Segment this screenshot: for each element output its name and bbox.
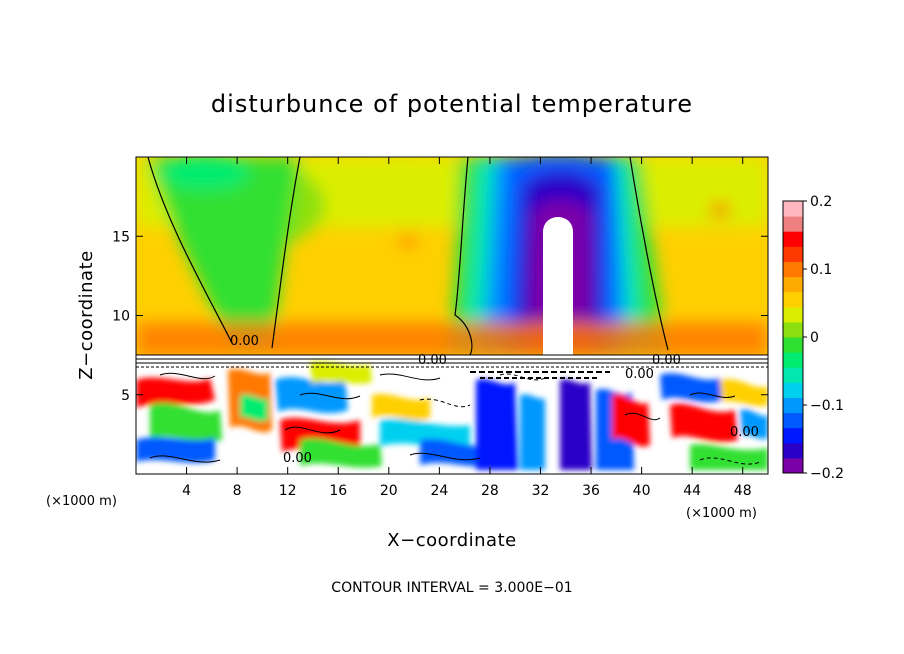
colorbar-ticks: −0.2 −0.1 0 0.1 0.2 [803,194,844,482]
colorbar-swatch [783,397,803,414]
zero-contour-line [147,157,233,344]
x-tick-label: 8 [233,483,242,499]
contour-label: 0.00 [652,353,681,368]
zero-contours [147,157,669,356]
x-axis-label: X−coordinate [387,530,516,551]
contour-labels: 0.00 0.00 0.00 0.00 0.00 0.00 [230,334,759,466]
x-tick-label: 4 [182,483,191,499]
green-trough-core [160,157,250,190]
turbulent-patch [476,378,518,470]
turbulent-patch [612,394,650,447]
lower-layer-field [136,361,768,470]
x-tick-label: 48 [734,483,752,499]
contour-line [284,426,341,434]
colorbar [783,201,803,474]
colorbar-swatch [783,412,803,429]
x-tick-label: 36 [582,483,600,499]
turbulent-patch [275,377,348,414]
colorbar-swatch [783,246,803,262]
turbulent-patch [690,443,768,470]
z-axis-unit: (×1000 m) [46,494,117,509]
x-tick-label: 28 [481,483,499,499]
colorbar-tick-label: 0.1 [810,262,832,278]
plot-area [136,157,768,474]
z-tick-label: 15 [112,229,130,245]
z-tick-label: 10 [112,309,130,325]
contour-label: 0.00 [730,425,759,440]
colorbar-swatch [783,382,803,398]
colorbar-swatch [783,427,803,444]
x-axis-ticks: 4 8 12 16 20 24 28 32 36 40 44 48 [182,157,752,499]
contour-line [699,457,761,465]
z-axis-ticks: 5 10 15 [112,229,768,404]
x-tick-label: 12 [279,483,297,499]
zero-contour-line [454,157,473,356]
x-tick-label: 32 [532,483,550,499]
turbulent-patch [150,402,222,443]
turbulent-patch [670,403,738,443]
colorbar-swatch [783,367,803,383]
contour-line [159,372,216,380]
colorbar-swatch [783,276,803,293]
contour-interval-note: CONTOUR INTERVAL = 3.000E−01 [331,580,572,596]
turbulent-patch [560,379,592,470]
turbulent-patch [136,437,215,463]
contour-line [379,373,441,381]
colorbar-swatch [783,261,803,278]
green-trough [148,157,300,348]
turbulent-patch [300,438,382,468]
interface-layers [136,354,768,379]
colorbar-swatch [783,321,803,338]
turbulent-patch [372,393,430,420]
turbulent-patch [136,377,215,408]
chart-title: disturbunce of potential temperature [211,90,693,118]
contour-line [299,392,361,400]
turbulent-patch [240,394,268,422]
colorbar-tick-label: 0.2 [810,194,832,210]
colorbar-swatch [783,231,803,247]
yellow-patch [340,157,460,184]
contour-label: 0.00 [418,353,447,368]
zero-contour-line [271,157,301,349]
colorbar-tick-label: −0.2 [810,466,844,482]
colorbar-swatch [783,457,803,474]
z-axis-label: Z−coordinate [76,250,97,379]
turbulent-patch [740,409,768,439]
lower-contours [149,372,761,465]
plume-white-core [543,217,573,355]
colorbar-tick-label: 0 [810,330,819,346]
contour-line [689,392,736,398]
colorbar-swatch [783,352,803,368]
z-tick-label: 5 [121,388,130,404]
x-tick-label: 24 [430,483,448,499]
zero-contour-line [629,157,669,351]
contour-line [149,455,221,463]
x-tick-label: 40 [633,483,651,499]
contour-line [624,412,661,421]
colorbar-tick-label: −0.1 [810,398,844,414]
turbulent-patch [380,418,470,448]
turbulent-patch [660,373,722,403]
contour-line [409,452,481,461]
colorbar-swatch [783,216,803,232]
turbulent-patch [720,379,768,407]
x-tick-label: 20 [380,483,398,499]
colorbar-swatch [783,306,803,323]
x-axis-unit: (×1000 m) [686,506,757,521]
colorbar-swatch [783,442,803,459]
x-tick-label: 44 [683,483,701,499]
orange-spot [400,234,416,246]
colorbar-swatch [783,337,803,353]
x-tick-label: 16 [329,483,347,499]
orange-spot [710,203,730,217]
contour-label: 0.00 [625,367,654,382]
contour-label: 0.00 [230,334,259,349]
colorbar-swatch [783,201,803,217]
turbulent-patch [520,394,545,470]
colorbar-swatch [783,291,803,308]
contour-label: 0.00 [283,451,312,466]
